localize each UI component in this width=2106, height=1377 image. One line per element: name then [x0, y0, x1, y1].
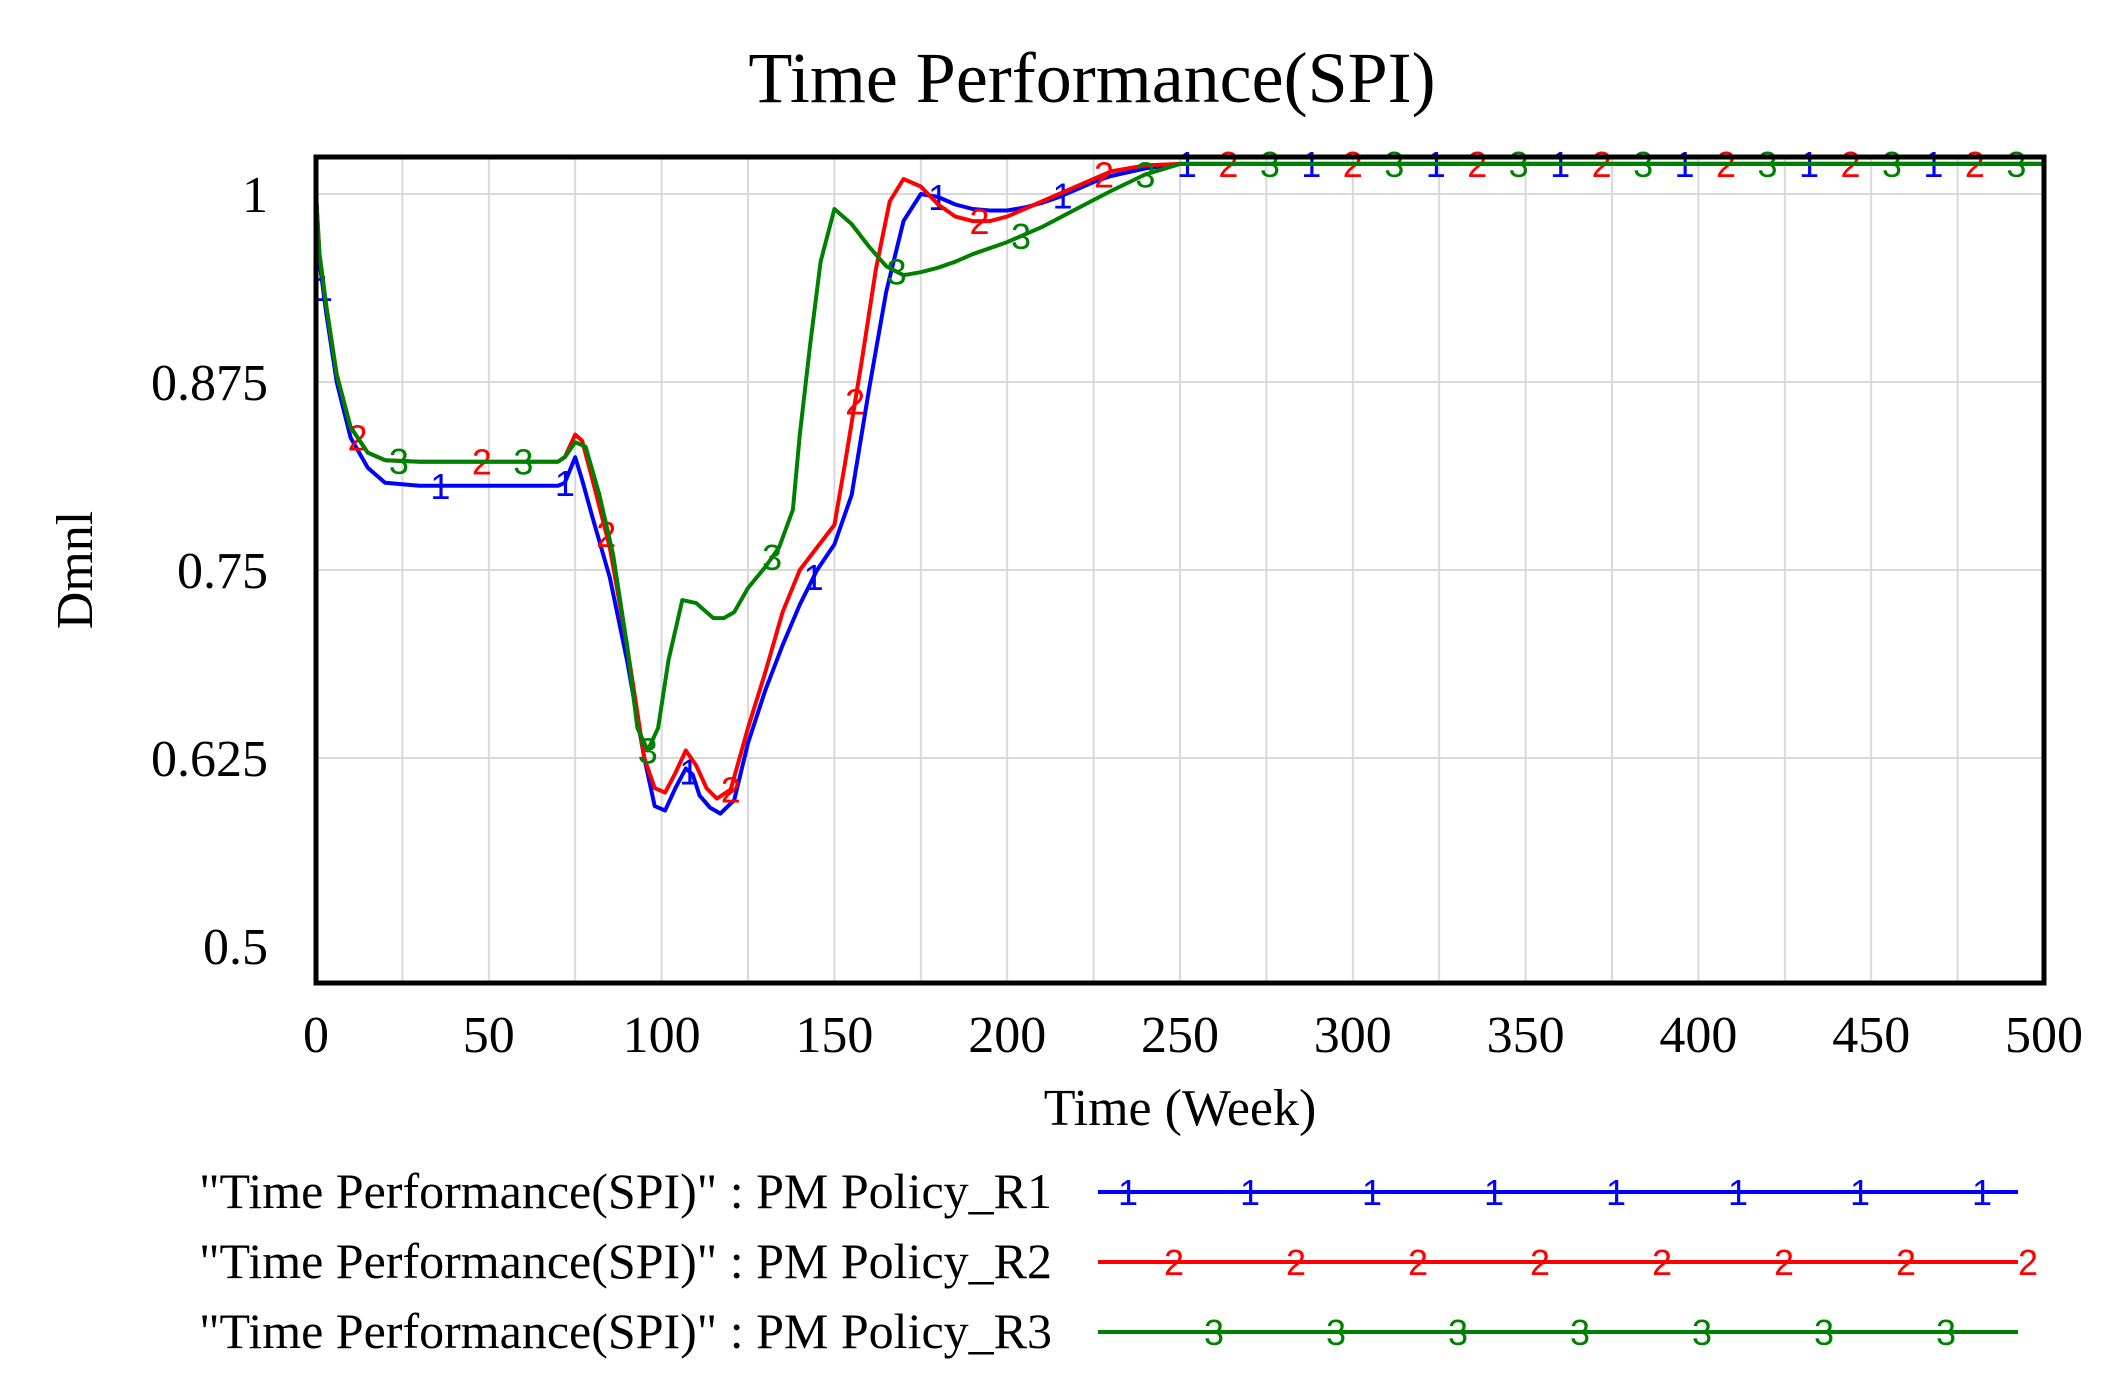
series-line [314, 161, 2044, 816]
series-marker: 3 [1260, 144, 1280, 185]
legend-marker: 3 [1204, 1312, 1224, 1353]
series-marker: 3 [887, 252, 907, 293]
series-marker: 3 [638, 730, 658, 771]
legend-marker: 3 [1570, 1312, 1590, 1353]
x-tick-label: 450 [1832, 1007, 1910, 1064]
series-marker: 2 [1094, 154, 1114, 195]
series-marker: 3 [1509, 144, 1529, 185]
legend-label: "Time Performance(SPI)" : PM Policy_R2 [199, 1233, 1052, 1289]
series-marker: 3 [1633, 144, 1653, 185]
legend-marker: 1 [1362, 1172, 1382, 1213]
x-tick-label: 500 [2005, 1007, 2083, 1064]
series-marker: 3 [2006, 144, 2026, 185]
series-marker: 3 [1135, 154, 1155, 195]
series-marker: 2 [845, 382, 865, 423]
legend-marker: 1 [1728, 1172, 1748, 1213]
legend-marker: 3 [1448, 1312, 1468, 1353]
legend-marker: 2 [1408, 1242, 1428, 1283]
series-marker: 3 [1758, 144, 1778, 185]
x-tick-label: 100 [623, 1007, 701, 1064]
legend-marker: 3 [1692, 1312, 1712, 1353]
y-axis-ticks: 0.5 0.625 0.75 0.875 1 [151, 167, 268, 976]
legend-marker: 1 [1606, 1172, 1626, 1213]
series-marker: 3 [513, 442, 533, 483]
x-tick-label: 400 [1659, 1007, 1737, 1064]
legend-marker: 3 [1814, 1312, 1834, 1353]
y-axis-label: Dmnl [47, 511, 104, 629]
grid [316, 157, 2044, 983]
legend-marker: 2 [2018, 1242, 2038, 1283]
series-marker: 3 [1384, 144, 1404, 185]
x-tick-label: 300 [1314, 1007, 1392, 1064]
y-tick-label: 1 [242, 167, 268, 224]
y-tick-label: 0.625 [151, 731, 268, 788]
chart-title: Time Performance(SPI) [748, 38, 1435, 118]
x-axis-ticks: 0 50 100 150 200 250 300 350 400 450 500 [303, 1007, 2083, 1064]
legend-marker: 2 [1774, 1242, 1794, 1283]
legend-marker: 1 [1972, 1172, 1992, 1213]
legend-marker: 1 [1118, 1172, 1138, 1213]
series-marker: 3 [1882, 144, 1902, 185]
legend-marker: 2 [1164, 1242, 1184, 1283]
series-marker: 2 [970, 201, 990, 242]
x-tick-label: 0 [303, 1007, 329, 1064]
series-marker: 1 [555, 463, 575, 504]
y-tick-label: 0.875 [151, 355, 268, 412]
y-tick-label: 0.75 [177, 543, 268, 600]
legend-label: "Time Performance(SPI)" : PM Policy_R1 [199, 1163, 1052, 1219]
x-tick-label: 250 [1141, 1007, 1219, 1064]
legend-marker: 1 [1484, 1172, 1504, 1213]
series-line [314, 161, 2044, 753]
series-marker: 3 [389, 441, 409, 482]
series-3: 3 3 3 3 3 3 3 3 3 3 3 3 3 3 [314, 144, 2044, 771]
series-marker: 1 [1052, 176, 1072, 217]
x-tick-label: 50 [463, 1007, 515, 1064]
legend-item: "Time Performance(SPI)" : PM Policy_R3 3 3… [199, 1303, 2018, 1359]
x-axis-label: Time (Week) [1044, 1080, 1317, 1137]
series-marker: 3 [762, 537, 782, 578]
x-tick-label: 350 [1487, 1007, 1565, 1064]
legend: "Time Performance(SPI)" : PM Policy_R1 1 1… [199, 1163, 2038, 1359]
legend-marker: 2 [1896, 1242, 1916, 1283]
legend-marker: 1 [1850, 1172, 1870, 1213]
legend-marker: 2 [1652, 1242, 1672, 1283]
legend-marker: 2 [1286, 1242, 1306, 1283]
legend-marker: 2 [1530, 1242, 1550, 1283]
legend-marker: 3 [1326, 1312, 1346, 1353]
x-tick-label: 150 [795, 1007, 873, 1064]
legend-item: "Time Performance(SPI)" : PM Policy_R2 2 2… [199, 1233, 2038, 1289]
series-marker: 1 [804, 557, 824, 598]
legend-item: "Time Performance(SPI)" : PM Policy_R1 1 1… [199, 1163, 2018, 1219]
series-marker: 2 [721, 770, 741, 811]
plot-frame [313, 154, 2047, 986]
legend-marker: 1 [1240, 1172, 1260, 1213]
legend-label: "Time Performance(SPI)" : PM Policy_R3 [199, 1303, 1052, 1359]
series-marker: 1 [430, 466, 450, 507]
x-tick-label: 200 [968, 1007, 1046, 1064]
y-tick-label: 0.5 [203, 919, 268, 976]
legend-marker: 3 [1936, 1312, 1956, 1353]
series-marker: 3 [1011, 216, 1031, 257]
